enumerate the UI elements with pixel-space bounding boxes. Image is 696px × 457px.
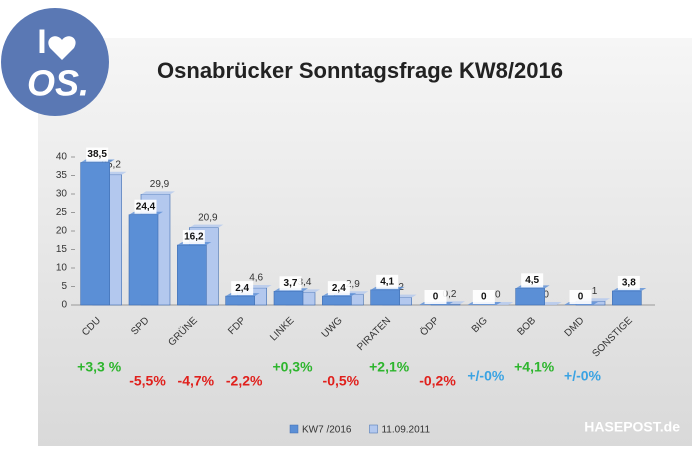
value-label: 20,9: [198, 212, 218, 223]
change-label: +2,1%: [369, 359, 410, 375]
change-label: -4,7%: [178, 373, 215, 389]
value-label-bg: [182, 230, 205, 245]
bar: [515, 288, 545, 306]
y-tick-label: 5: [61, 281, 67, 292]
change-label: +/-0%: [467, 368, 505, 384]
value-label-bg: [521, 273, 544, 288]
bar-top: [189, 224, 224, 228]
y-tick-label: 15: [56, 244, 68, 255]
value-label: 24,4: [136, 201, 156, 212]
y-tick-label: 40: [56, 152, 68, 163]
logo-text: I: [37, 23, 46, 61]
change-label: -0,5%: [323, 373, 360, 389]
bar: [612, 290, 642, 306]
value-label-bg: [472, 290, 495, 304]
change-label: +0,3%: [272, 359, 313, 375]
legend-label: KW7 /2016: [302, 425, 352, 436]
value-label: 0: [433, 292, 439, 303]
chart-title: Osnabrücker Sonntagsfrage KW8/2016: [157, 58, 563, 83]
value-label-bg: [231, 281, 254, 296]
value-label-bg: [327, 281, 350, 296]
bar: [225, 295, 255, 306]
value-label: 2,9: [346, 279, 360, 290]
y-tick-label: 10: [56, 263, 68, 274]
value-label-bg: [569, 290, 592, 304]
y-tick-label: 20: [56, 226, 68, 237]
bar: [80, 162, 110, 306]
y-tick-label: 0: [61, 300, 67, 311]
value-label: 0: [543, 290, 549, 301]
bar: [322, 295, 352, 306]
y-tick-label: 35: [56, 170, 68, 181]
value-label-bg: [376, 274, 399, 289]
legend-label: 11.09.2011: [381, 425, 430, 436]
value-label: 35,2: [101, 159, 121, 170]
value-label-bg: [86, 147, 109, 162]
bar: [177, 244, 207, 306]
value-label: 38,5: [87, 149, 107, 160]
value-label-bg: [134, 199, 157, 214]
value-label: 0,2: [443, 289, 457, 300]
y-tick-label: 30: [56, 189, 68, 200]
bar: [128, 214, 159, 306]
value-label: 0: [578, 292, 584, 303]
change-label: +3,3 %: [77, 359, 122, 375]
change-label: -0,2%: [419, 373, 456, 389]
value-label: 16,2: [184, 232, 204, 243]
change-label: +/-0%: [564, 368, 602, 384]
value-label: 1: [592, 286, 598, 297]
value-label-bg: [424, 290, 447, 304]
change-label: -2,2%: [226, 373, 263, 389]
value-label: 4,5: [525, 275, 539, 286]
value-label: 4,6: [249, 273, 263, 284]
value-label: 3,4: [298, 277, 312, 288]
change-label: -5,5%: [129, 373, 166, 389]
value-label-bg: [617, 275, 640, 290]
value-label: 3,7: [284, 278, 298, 289]
change-label: +4,1%: [514, 359, 555, 375]
value-label: 0: [495, 290, 501, 301]
value-label: 29,9: [150, 179, 170, 190]
value-label: 4,1: [380, 276, 394, 287]
logo-text: OS.: [27, 63, 89, 104]
bar: [273, 291, 304, 306]
value-label: 2,4: [332, 283, 346, 294]
y-tick-label: 25: [56, 207, 68, 218]
logo-circle: [1, 8, 109, 116]
bar: [370, 289, 400, 306]
logo-heart: [48, 36, 76, 60]
value-label-bg: [279, 276, 302, 291]
value-label: 2,4: [235, 283, 249, 294]
legend-swatch: [369, 424, 378, 434]
value-label: 0: [481, 292, 487, 303]
value-label: 3,8: [622, 278, 636, 289]
watermark: HASEPOST.de: [584, 419, 680, 435]
bar-top: [141, 191, 175, 195]
legend-swatch: [289, 424, 299, 434]
